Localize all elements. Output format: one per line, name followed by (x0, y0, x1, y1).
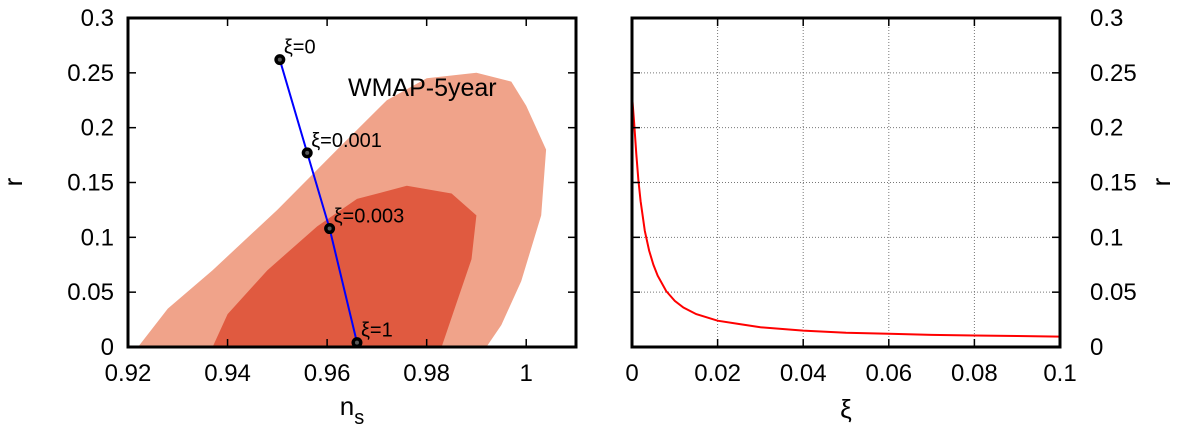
right-grid (632, 18, 1060, 347)
y-tick-label: 0.15 (1090, 170, 1137, 197)
right-x-axis-title: ξ (840, 394, 852, 424)
y-tick-label: 0.3 (81, 5, 114, 32)
x-tick-label: 0.02 (694, 360, 741, 387)
prediction-point-center (305, 150, 310, 155)
x-tick-label: 0.96 (304, 360, 351, 387)
left-x-axis-title-main: n (340, 391, 354, 421)
x-tick-label: 0.08 (951, 360, 998, 387)
prediction-point-center (354, 340, 359, 345)
prediction-point-center (277, 57, 282, 62)
left-x-axis-title: ns (340, 391, 364, 429)
wmap-region-label: WMAP-5year (348, 74, 497, 102)
x-tick-label: 0.1 (1043, 360, 1076, 387)
left-plot-frame (126, 16, 578, 349)
x-tick-label: 0.92 (105, 360, 152, 387)
xi-annotation: ξ=1 (361, 320, 393, 342)
left-x-axis-title-subscript: s (354, 407, 364, 429)
left-annotations: ξ=0 ξ=0.001 ξ=0.003 ξ=1 (284, 37, 404, 342)
left-y-axis-title: r (0, 177, 28, 186)
right-panel: 0 0.02 0.04 0.06 0.08 0.1 0 0.05 0.1 0.15 0.2 0.25 0… (625, 5, 1176, 424)
y-tick-label: 0.15 (67, 170, 114, 197)
x-tick-label: 0.04 (780, 360, 827, 387)
left-regions (138, 72, 547, 348)
y-tick-label: 0.2 (81, 115, 114, 142)
prediction-line (278, 59, 358, 343)
y-tick-label: 0 (1090, 334, 1103, 361)
right-plot-frame (630, 16, 1062, 349)
x-tick-label: 0 (625, 360, 638, 387)
left-series (274, 54, 363, 349)
y-tick-label: 0.1 (81, 224, 114, 251)
x-tick-label: 0.06 (865, 360, 912, 387)
left-ticks: 0.92 0.94 0.96 0.98 1 0 0.05 0.1 0.15 0.2 0.25 0.3 (67, 5, 576, 387)
prediction-point-center (327, 226, 332, 231)
xi-annotation: ξ=0.001 (311, 130, 382, 152)
y-tick-label: 0 (101, 334, 114, 361)
xi-annotation: ξ=0 (284, 37, 316, 59)
inner-confidence-region (212, 185, 477, 347)
y-tick-label: 0.1 (1090, 224, 1123, 251)
y-tick-label: 0.2 (1090, 115, 1123, 142)
y-tick-label: 0.3 (1090, 5, 1123, 32)
x-tick-label: 0.98 (403, 360, 450, 387)
left-panel: ξ=0 ξ=0.001 ξ=0.003 ξ=1 WMAP-5year 0.92 0.94… (0, 5, 578, 429)
right-ticks: 0 0.02 0.04 0.06 0.08 0.1 0 0.05 0.1 0.15 0.2 0.25 0… (625, 5, 1136, 387)
xi-annotation: ξ=0.003 (334, 206, 405, 228)
y-tick-label: 0.05 (67, 279, 114, 306)
x-tick-label: 1 (520, 360, 533, 387)
r-vs-xi-line (631, 94, 1061, 338)
right-series (631, 94, 1061, 338)
y-tick-label: 0.25 (67, 60, 114, 87)
y-tick-label: 0.25 (1090, 60, 1137, 87)
x-tick-label: 0.94 (204, 360, 251, 387)
y-tick-label: 0.05 (1090, 279, 1137, 306)
right-y-axis-title: r (1146, 177, 1176, 186)
